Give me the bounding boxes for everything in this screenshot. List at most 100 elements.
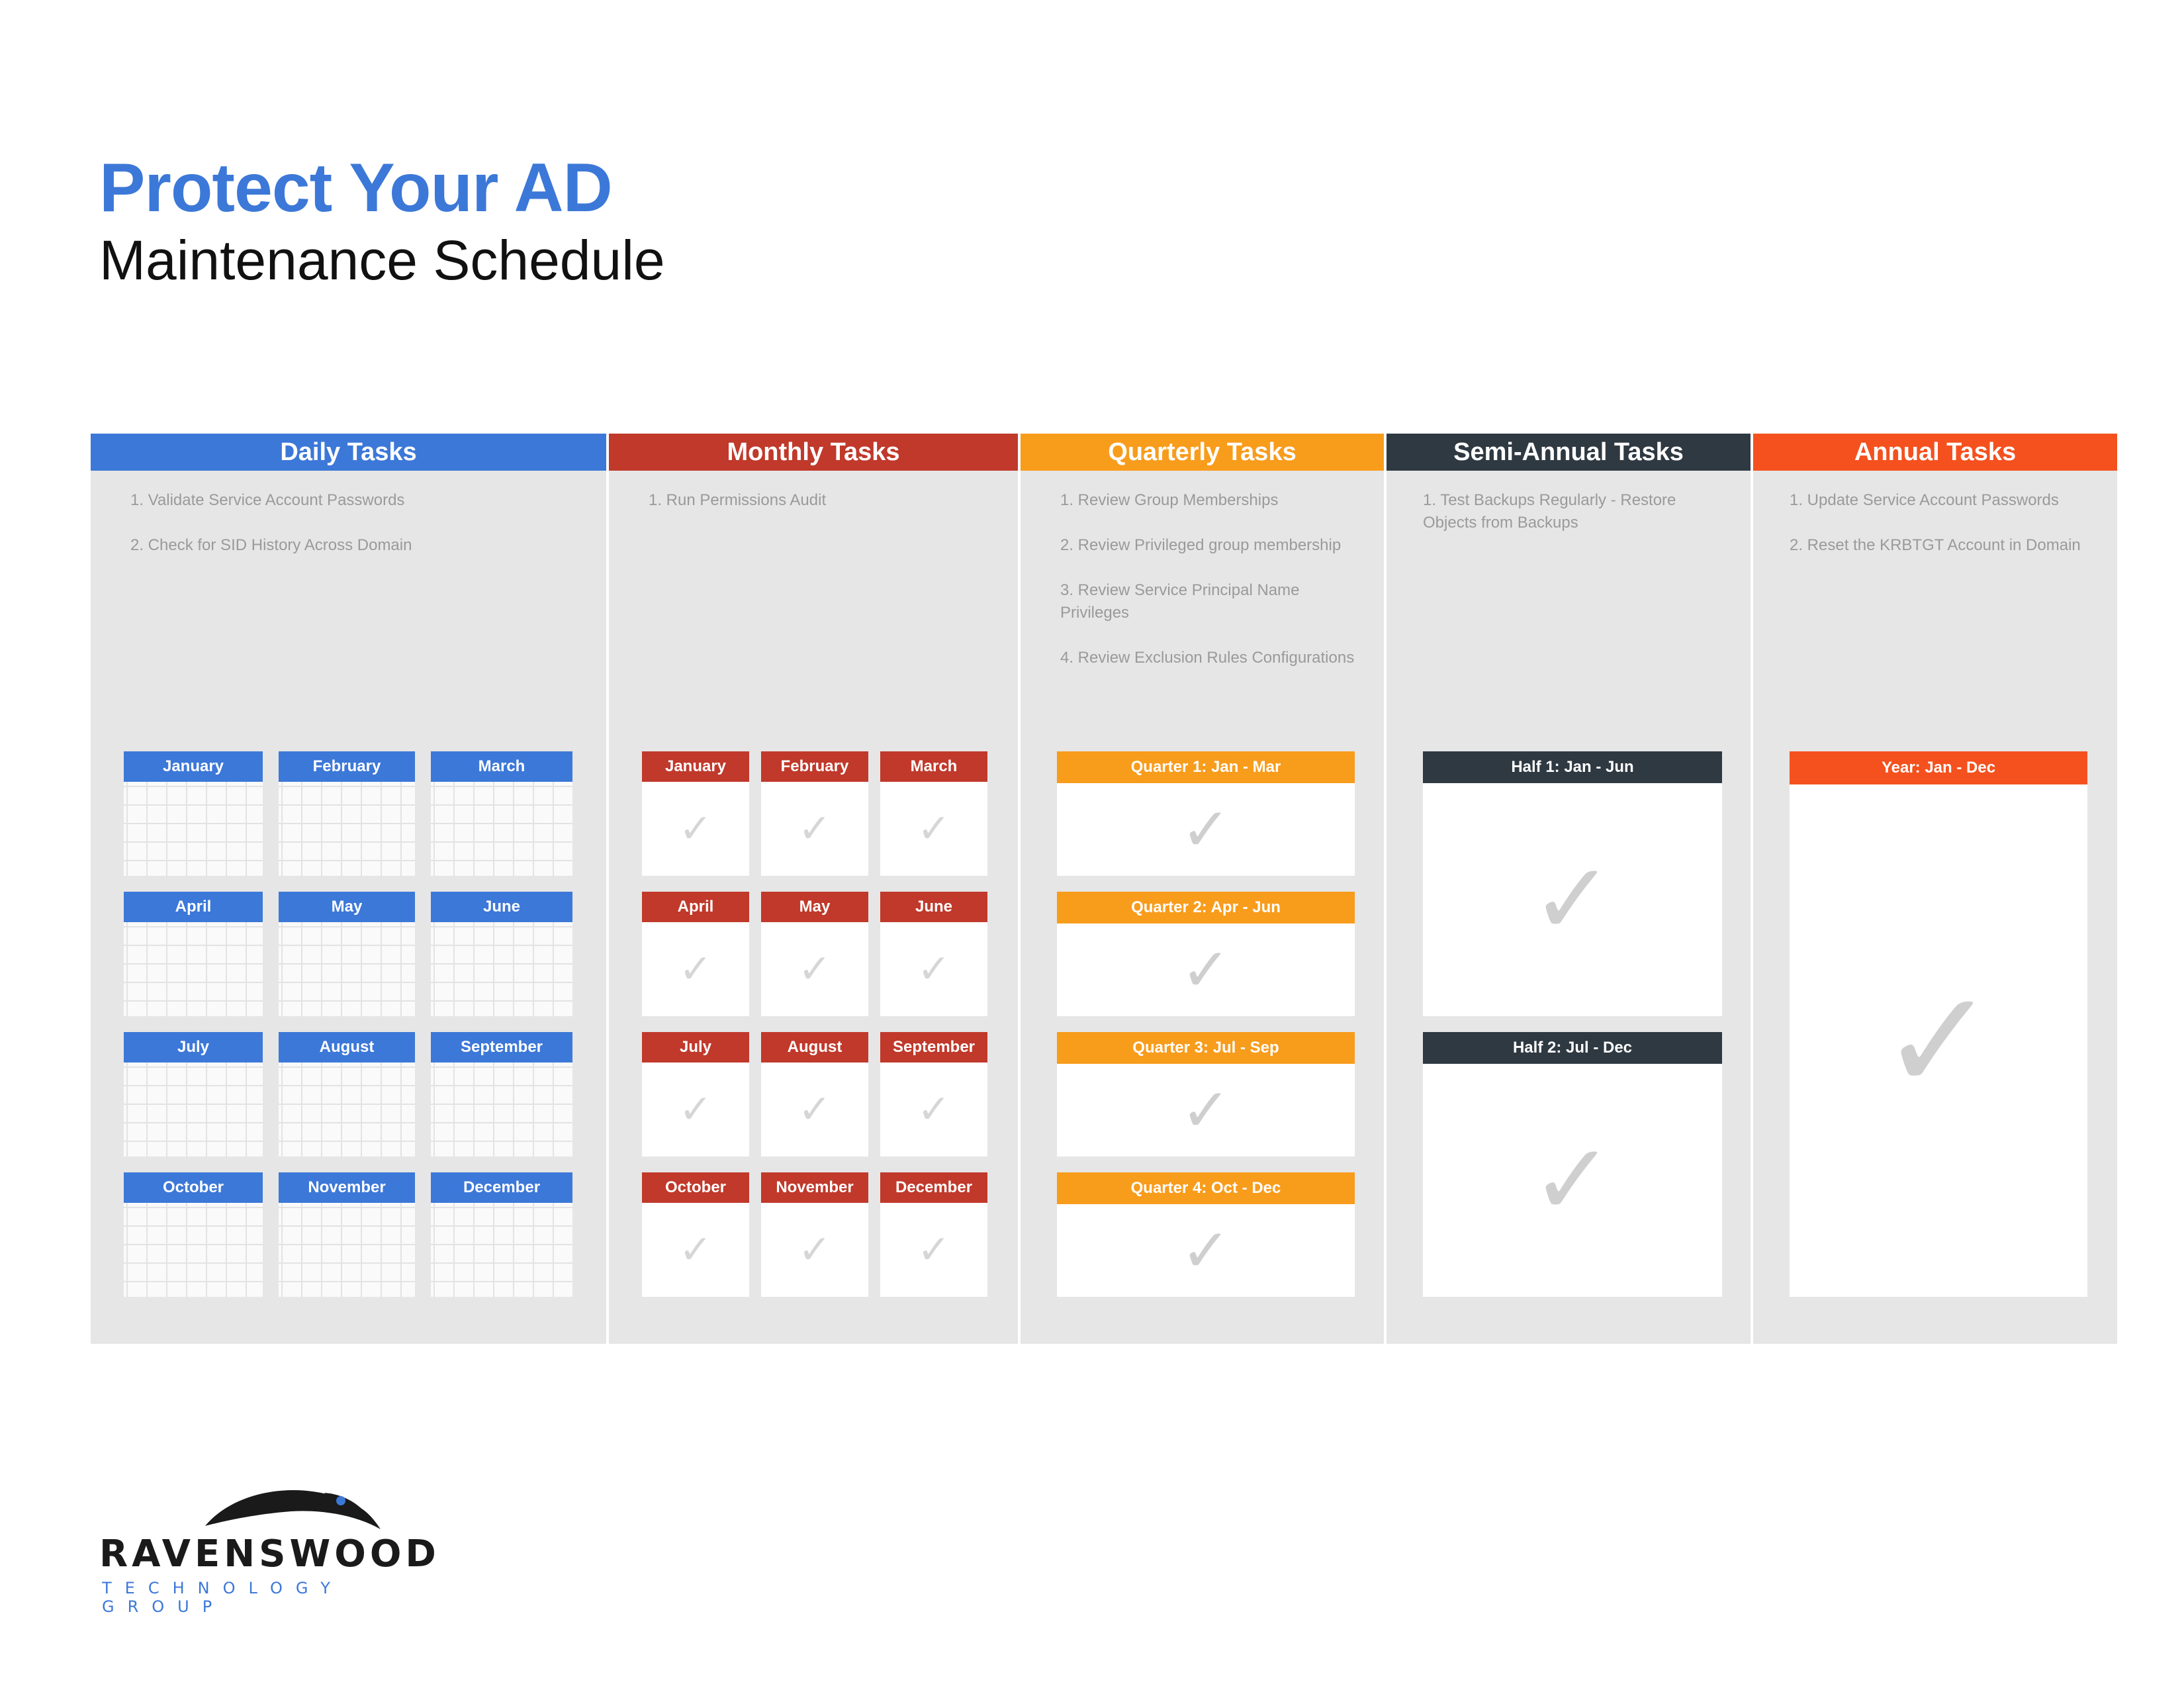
checkmark-icon[interactable]: ✓ [678, 947, 713, 991]
month-calendar: March [431, 751, 572, 876]
month-calendar: June [431, 892, 572, 1016]
month-calendar: August [279, 1032, 415, 1157]
month-label: October [642, 1172, 749, 1203]
month-label: August [279, 1032, 415, 1062]
month-label: March [431, 751, 572, 782]
checkmark-icon[interactable]: ✓ [678, 806, 713, 851]
month-box: April ✓ [642, 892, 749, 1016]
month-label: February [761, 751, 868, 782]
quarterly-checklist: Quarter 1: Jan - Mar ✓ Quarter 2: Apr - J… [1021, 751, 1384, 1313]
month-label: June [431, 892, 572, 922]
month-label: April [124, 892, 263, 922]
checkmark-icon[interactable]: ✓ [797, 947, 832, 991]
semi-annual-column: Semi-Annual Tasks 1. Test Backups Regula… [1387, 434, 1753, 1344]
monthly-task-list: 1. Run Permissions Audit [609, 471, 1018, 512]
daily-task-list: 1. Validate Service Account Passwords 2.… [91, 471, 606, 557]
calendar-days[interactable] [124, 782, 263, 876]
month-box: June ✓ [880, 892, 987, 1016]
calendar-days[interactable] [124, 922, 263, 1016]
checkmark-icon[interactable]: ✓ [1181, 1077, 1231, 1144]
month-box: October ✓ [642, 1172, 749, 1297]
month-label: February [279, 751, 415, 782]
month-box: July ✓ [642, 1032, 749, 1157]
semi-annual-task-list: 1. Test Backups Regularly - Restore Obje… [1387, 471, 1751, 534]
monthly-column: Monthly Tasks 1. Run Permissions Audit J… [609, 434, 1021, 1344]
calendar-days[interactable] [279, 922, 415, 1016]
calendar-days[interactable] [279, 1062, 415, 1157]
half-label: Half 2: Jul - Dec [1423, 1032, 1722, 1064]
month-label: May [279, 892, 415, 922]
quarter-box: Quarter 1: Jan - Mar ✓ [1057, 751, 1355, 876]
checkmark-icon[interactable]: ✓ [917, 1227, 951, 1272]
quarter-box: Quarter 3: Jul - Sep ✓ [1057, 1032, 1355, 1157]
half-box: Half 1: Jan - Jun ✓ [1423, 751, 1722, 1016]
checkmark-icon[interactable]: ✓ [797, 1227, 832, 1272]
month-label: May [761, 892, 868, 922]
task-item: 3. Review Service Principal Name Privile… [1060, 581, 1300, 622]
semi-annual-header: Semi-Annual Tasks [1387, 434, 1751, 471]
checkmark-icon[interactable]: ✓ [678, 1087, 713, 1131]
company-logo: RAVENSWOOD TECHNOLOGY GROUP [99, 1480, 457, 1616]
month-label: December [880, 1172, 987, 1203]
checkmark-icon[interactable]: ✓ [917, 806, 951, 851]
task-item: 4. Review Exclusion Rules Configurations [1060, 649, 1355, 667]
checkmark-icon[interactable]: ✓ [1531, 1124, 1614, 1235]
year-box: Year: Jan - Dec ✓ [1790, 751, 2087, 1297]
task-item: 1. Validate Service Account Passwords [130, 491, 405, 509]
calendar-days[interactable] [279, 1203, 415, 1297]
month-label: December [431, 1172, 572, 1203]
month-label: September [880, 1032, 987, 1062]
daily-header: Daily Tasks [91, 434, 606, 471]
checkmark-icon[interactable]: ✓ [678, 1227, 713, 1272]
checkmark-icon[interactable]: ✓ [1181, 1217, 1231, 1284]
calendar-days[interactable] [124, 1062, 263, 1157]
month-calendar: December [431, 1172, 572, 1297]
month-box: August ✓ [761, 1032, 868, 1157]
logo-tagline: TECHNOLOGY GROUP [102, 1579, 343, 1616]
calendar-days[interactable] [279, 782, 415, 876]
quarter-label: Quarter 1: Jan - Mar [1057, 751, 1355, 783]
half-box: Half 2: Jul - Dec ✓ [1423, 1032, 1722, 1297]
checkmark-icon[interactable]: ✓ [797, 1087, 832, 1131]
task-item: 1. Test Backups Regularly - Restore Obje… [1423, 491, 1676, 532]
schedule-board: Daily Tasks 1. Validate Service Account … [91, 434, 2117, 1344]
month-label: January [642, 751, 749, 782]
task-item: 2. Reset the KRBTGT Account in Domain [1790, 536, 2081, 554]
calendar-days[interactable] [431, 1062, 572, 1157]
checkmark-icon[interactable]: ✓ [1531, 843, 1614, 955]
annual-column: Annual Tasks 1. Update Service Account P… [1753, 434, 2117, 1344]
calendar-days[interactable] [431, 1203, 572, 1297]
calendar-days[interactable] [431, 782, 572, 876]
calendar-days[interactable] [124, 1203, 263, 1297]
month-calendar: September [431, 1032, 572, 1157]
checkmark-icon[interactable]: ✓ [797, 806, 832, 851]
month-calendar: May [279, 892, 415, 1016]
task-item: 1. Run Permissions Audit [649, 491, 827, 509]
month-label: October [124, 1172, 263, 1203]
month-label: July [642, 1032, 749, 1062]
monthly-header: Monthly Tasks [609, 434, 1018, 471]
checkmark-icon[interactable]: ✓ [1181, 796, 1231, 863]
daily-column: Daily Tasks 1. Validate Service Account … [91, 434, 609, 1344]
quarter-label: Quarter 3: Jul - Sep [1057, 1032, 1355, 1064]
month-box: December ✓ [880, 1172, 987, 1297]
month-box: September ✓ [880, 1032, 987, 1157]
month-calendar: January [124, 751, 263, 876]
checkmark-icon[interactable]: ✓ [1181, 937, 1231, 1004]
quarterly-task-list: 1. Review Group Memberships 2. Review Pr… [1021, 471, 1384, 669]
task-item: 1. Review Group Memberships [1060, 491, 1279, 509]
month-box: March ✓ [880, 751, 987, 876]
task-item: 1. Update Service Account Passwords [1790, 491, 2059, 509]
month-box: May ✓ [761, 892, 868, 1016]
checkmark-icon[interactable]: ✓ [917, 1087, 951, 1131]
month-calendar: April [124, 892, 263, 1016]
quarter-box: Quarter 2: Apr - Jun ✓ [1057, 892, 1355, 1016]
annual-checklist: Year: Jan - Dec ✓ [1753, 751, 2117, 1297]
month-calendar: November [279, 1172, 415, 1297]
calendar-days[interactable] [431, 922, 572, 1016]
quarter-box: Quarter 4: Oct - Dec ✓ [1057, 1172, 1355, 1297]
month-calendar: October [124, 1172, 263, 1297]
checkmark-icon[interactable]: ✓ [1880, 963, 1997, 1119]
checkmark-icon[interactable]: ✓ [917, 947, 951, 991]
month-label: April [642, 892, 749, 922]
